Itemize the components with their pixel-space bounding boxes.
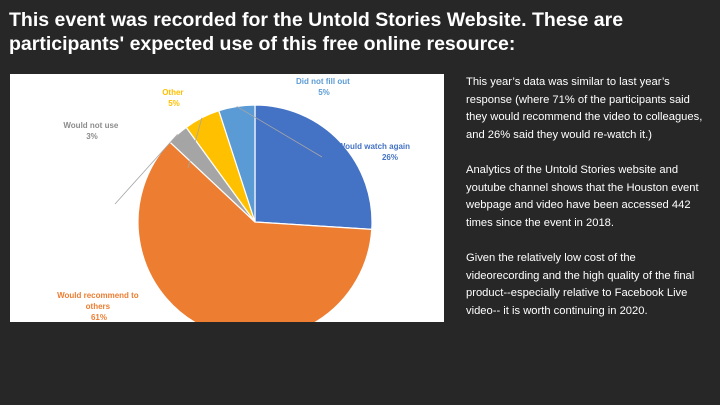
pie-slices bbox=[137, 104, 373, 322]
leader-line bbox=[187, 117, 203, 169]
label-would-not-use-name: Would not use bbox=[63, 121, 119, 130]
pie-chart-panel: Would watch again 26% Would recommend to… bbox=[10, 74, 444, 322]
notes-text: This year’s data was similar to last yea… bbox=[466, 74, 706, 338]
notes-paragraph-3: Given the relatively low cost of the vid… bbox=[466, 251, 695, 317]
slide-title-line-1: This event was recorded for the Untold S… bbox=[9, 9, 624, 31]
pie-chart: Would watch again 26% Would recommend to… bbox=[57, 77, 413, 322]
notes-paragraph-2: Analytics of the Untold Stories website … bbox=[466, 163, 699, 229]
leader-line bbox=[236, 106, 323, 158]
notes-paragraph-1: This year’s data was similar to last yea… bbox=[466, 76, 703, 141]
label-other-pct: 5% bbox=[168, 99, 180, 108]
label-other-name: Other bbox=[162, 88, 183, 97]
leader-lines bbox=[114, 106, 323, 205]
label-did-not-fill-out-pct: 5% bbox=[318, 88, 330, 97]
leader-line bbox=[114, 133, 178, 205]
label-did-not-fill-out-name: Did not fill out bbox=[296, 77, 350, 86]
label-would-not-use: Would not use 3% bbox=[63, 121, 120, 141]
label-would-recommend-name-2: others bbox=[86, 302, 111, 311]
label-would-recommend-pct: 61% bbox=[91, 313, 107, 322]
label-would-recommend-name-1: Would recommend to bbox=[57, 291, 139, 300]
label-did-not-fill-out: Did not fill out 5% bbox=[296, 77, 352, 97]
label-would-watch-again-pct: 26% bbox=[382, 153, 398, 162]
pie-slice-would-recommend-to-others bbox=[137, 141, 373, 322]
label-would-watch-again-name: Would watch again bbox=[338, 142, 410, 151]
label-would-watch-again: Would watch again 26% bbox=[338, 142, 413, 162]
label-would-not-use-pct: 3% bbox=[86, 132, 98, 141]
slide-title: This event was recorded for the Untold S… bbox=[9, 8, 709, 56]
label-other: Other 5% bbox=[162, 88, 186, 108]
pie-slice-would-watch-again bbox=[254, 104, 373, 230]
slide-title-line-2: participants' expected use of this free … bbox=[9, 33, 516, 55]
label-would-recommend: Would recommend to others 61% bbox=[57, 291, 141, 322]
